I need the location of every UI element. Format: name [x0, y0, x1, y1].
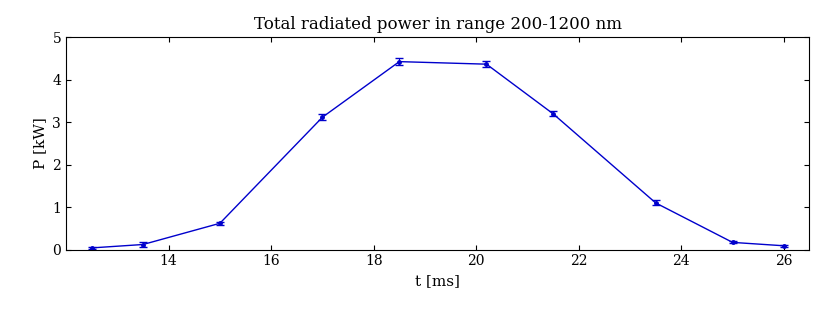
Title: Total radiated power in range 200-1200 nm: Total radiated power in range 200-1200 n…: [254, 16, 622, 33]
Y-axis label: P [kW]: P [kW]: [33, 118, 47, 169]
X-axis label: t [ms]: t [ms]: [415, 274, 460, 288]
